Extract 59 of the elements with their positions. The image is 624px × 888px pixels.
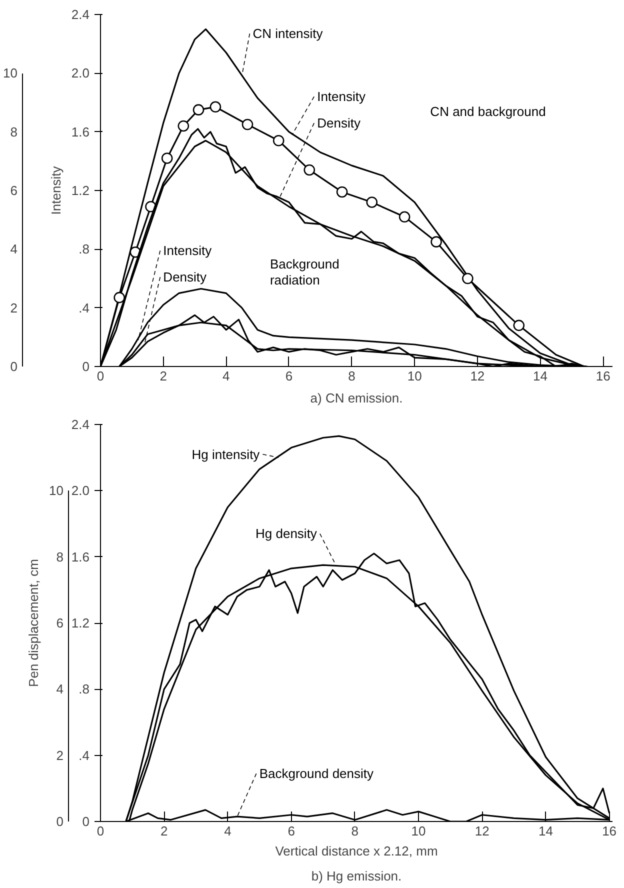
text: b) Hg emission. xyxy=(311,868,402,884)
y-tick-label: .4 xyxy=(78,748,90,763)
y-tick-label: 1.2 xyxy=(71,616,90,630)
annotation: Background density xyxy=(259,766,374,782)
x-tick-label: 6 xyxy=(288,824,295,838)
y2-tick-label: 6 xyxy=(10,183,18,198)
x-tick-label: 10 xyxy=(411,824,426,838)
y2-tick-label: 8 xyxy=(56,549,64,564)
y-tick-label: .8 xyxy=(78,682,90,697)
x-tick-label: 6 xyxy=(285,368,293,384)
y2-axis-title: Pen displacement, cm xyxy=(26,559,42,687)
x-tick-label: 2 xyxy=(160,368,167,384)
annotation: Hg density xyxy=(256,526,318,542)
y2-tick-label: 2 xyxy=(56,748,64,763)
x-tick-label: 16 xyxy=(596,368,610,384)
x-tick-label: 16 xyxy=(602,824,617,838)
annotation: CN intensity xyxy=(252,26,324,42)
y-tick-label: 1.6 xyxy=(71,549,90,564)
y-tick-label: .8 xyxy=(78,242,90,257)
y2-tick-label: 8 xyxy=(10,124,18,140)
x-tick-label: 8 xyxy=(348,368,356,384)
x-tick-label: 4 xyxy=(224,824,232,838)
y-tick-label: 1.6 xyxy=(71,124,90,140)
y2-tick-label: 6 xyxy=(56,616,64,630)
annotation: Background radiation xyxy=(270,256,340,288)
text: a) CN emission. xyxy=(310,390,403,406)
y2-tick-label: 10 xyxy=(3,66,18,81)
annotation: Density xyxy=(317,116,361,131)
x-tick-label: 4 xyxy=(222,368,230,384)
y-tick-label: 2.4 xyxy=(71,7,90,22)
x-tick-label: 8 xyxy=(351,824,359,838)
x-tick-label: 0 xyxy=(96,368,104,384)
y-tick-label: 2.0 xyxy=(71,483,90,498)
y-tick-label: 2.0 xyxy=(71,66,90,81)
annotation: Density xyxy=(163,270,208,285)
y-tick-label: .4 xyxy=(78,300,90,316)
x-tick-label: 0 xyxy=(96,824,104,838)
x-tick-label: 14 xyxy=(538,824,553,838)
y2-tick-label: 2 xyxy=(10,300,18,316)
y-tick-label: 1.2 xyxy=(71,183,90,198)
y2-tick-label: 4 xyxy=(10,242,18,257)
y2-tick-label: 4 xyxy=(56,682,64,697)
x-tick-label: 12 xyxy=(470,368,485,384)
annotation: Hg intensity xyxy=(192,446,260,462)
x-tick-label: 2 xyxy=(160,824,168,838)
annotation: Intensity xyxy=(163,243,212,258)
y-axis-title: Intensity xyxy=(48,166,64,215)
y2-tick-label: 0 xyxy=(10,359,18,374)
annotation: Intensity xyxy=(317,89,366,104)
annotation: CN and background xyxy=(430,104,546,119)
x-tick-label: 14 xyxy=(533,368,548,384)
y2-tick-label: 0 xyxy=(56,814,64,829)
y-tick-label: 2.4 xyxy=(71,417,90,432)
x-tick-label: 12 xyxy=(474,824,490,838)
y-tick-label: 0 xyxy=(82,814,90,829)
y2-tick-label: 10 xyxy=(49,483,64,498)
y-tick-label: 0 xyxy=(82,359,90,374)
x-axis-title: Vertical distance x 2.12, mm xyxy=(275,844,438,858)
x-tick-label: 10 xyxy=(407,368,422,384)
